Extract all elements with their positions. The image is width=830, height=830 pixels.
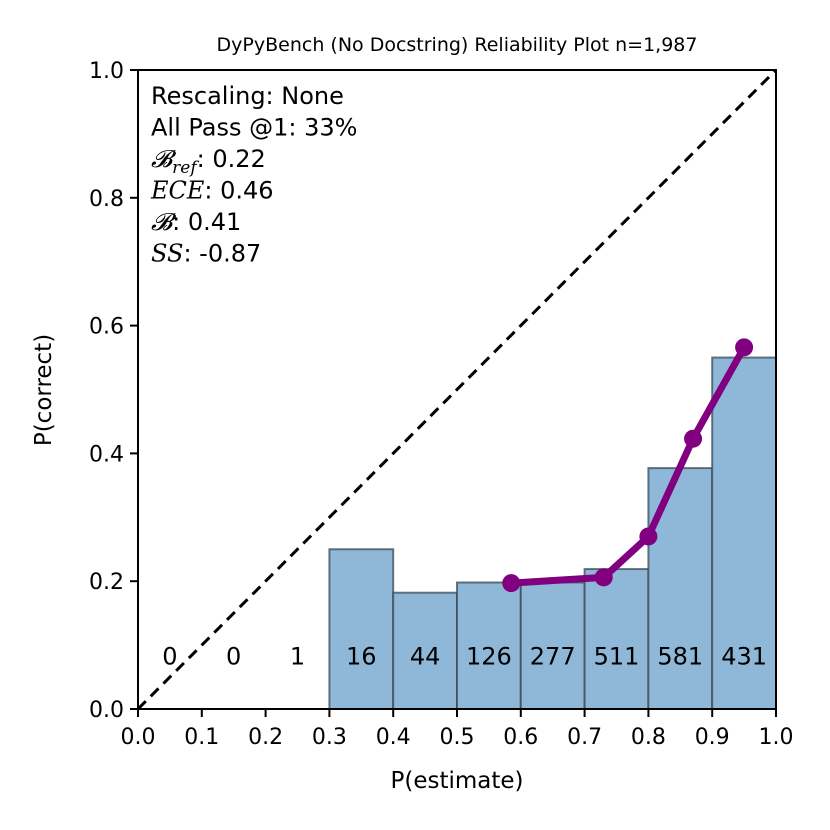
stat-line-4: 𝓑: 0.41 <box>151 208 241 236</box>
stat-subscript-2: ref <box>172 158 199 178</box>
stat-key-3: ECE <box>150 177 205 205</box>
x-axis-label: P(estimate) <box>390 768 523 794</box>
stat-value-5: : -0.87 <box>183 240 261 268</box>
x-tick-label-9: 0.9 <box>695 725 730 750</box>
stat-value-2: : 0.22 <box>197 145 266 173</box>
count-label-bin-1: 0 <box>226 642 241 670</box>
count-label-bin-5: 126 <box>466 642 512 670</box>
x-tick-label-3: 0.3 <box>312 725 347 750</box>
y-tick-label-2: 0.4 <box>89 442 124 467</box>
count-label-bin-4: 44 <box>410 642 441 670</box>
count-label-bin-7: 511 <box>594 642 640 670</box>
x-axis-ticks: 0.0 0.1 0.2 0.3 0.4 0.5 0.6 0.7 0.8 0.9 1.0 <box>121 709 794 750</box>
x-tick-label-7: 0.7 <box>567 725 602 750</box>
x-tick-label-5: 0.5 <box>440 725 475 750</box>
x-tick-label-4: 0.4 <box>376 725 411 750</box>
stat-line-5: SS: -0.87 <box>151 240 261 268</box>
stat-value-4: : 0.41 <box>172 208 241 236</box>
count-label-bin-9: 431 <box>721 642 767 670</box>
x-tick-label-6: 0.6 <box>503 725 538 750</box>
stat-key-5: SS <box>151 240 183 268</box>
y-tick-label-5: 1.0 <box>89 59 124 84</box>
calibration-point-4 <box>735 338 754 357</box>
y-tick-label-1: 0.2 <box>89 570 124 595</box>
y-tick-label-3: 0.6 <box>89 315 124 340</box>
bin-count-labels: 0 0 1 16 44 126 277 511 581 431 <box>162 642 767 670</box>
stat-value-3: : 0.46 <box>204 177 273 205</box>
x-tick-label-1: 0.1 <box>184 725 219 750</box>
count-label-bin-6: 277 <box>530 642 576 670</box>
y-axis-ticks: 0.0 0.2 0.4 0.6 0.8 1.0 <box>89 59 138 723</box>
stat-line-3: ECE: 0.46 <box>150 177 274 205</box>
y-axis-label: P(correct) <box>31 334 57 446</box>
calibration-point-0 <box>502 574 521 593</box>
perfect-calibration-line <box>136 68 778 711</box>
stat-line-2: 𝓑ref: 0.22 <box>151 145 266 178</box>
bar-bin-8 <box>647 467 714 710</box>
bar-bin-3 <box>328 548 395 710</box>
stat-value-0: Rescaling: None <box>151 82 344 110</box>
y-tick-label-4: 0.8 <box>89 187 124 212</box>
stats-annotation: Rescaling: None All Pass @1: 33% 𝓑ref: 0.2… <box>150 82 357 268</box>
calibration-curve <box>502 338 754 593</box>
x-tick-label-0: 0.0 <box>121 725 156 750</box>
calibration-point-1 <box>594 568 613 587</box>
y-tick-label-0: 0.0 <box>89 698 124 723</box>
stat-value-1: All Pass @1: 33% <box>151 114 357 142</box>
x-tick-label-10: 1.0 <box>759 725 794 750</box>
bar-bin-7 <box>583 568 650 711</box>
chart-title: DyPyBench (No Docstring) Reliability Plo… <box>217 34 698 56</box>
calibration-point-2 <box>639 527 658 546</box>
count-label-bin-2: 1 <box>290 642 305 670</box>
bar-bin-4 <box>392 591 459 711</box>
count-label-bin-8: 581 <box>657 642 703 670</box>
count-label-bin-0: 0 <box>162 642 177 670</box>
stat-line-1: All Pass @1: 33% <box>151 114 357 142</box>
calibration-point-3 <box>684 429 703 448</box>
count-label-bin-3: 16 <box>346 642 377 670</box>
x-tick-label-2: 0.2 <box>248 725 283 750</box>
stat-line-0: Rescaling: None <box>151 82 344 110</box>
x-tick-label-8: 0.8 <box>631 725 666 750</box>
